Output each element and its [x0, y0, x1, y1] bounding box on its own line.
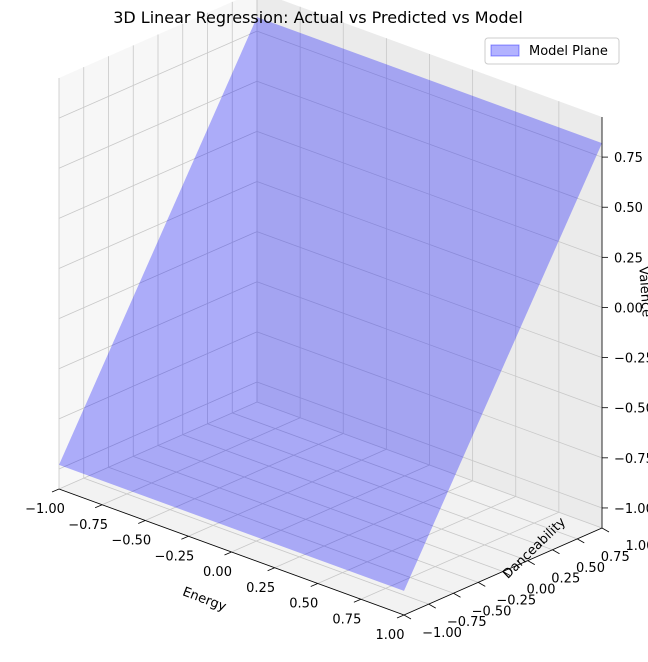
- y-axis: −1.00−0.75−0.50−0.250.000.250.500.751.00: [403, 527, 648, 641]
- y-tick: [552, 549, 560, 555]
- y-tick: [601, 527, 610, 533]
- x-tick-label: 0.25: [246, 581, 275, 596]
- gridline-z: [256, 130, 603, 258]
- legend-frame: [484, 37, 620, 65]
- gridline-z: [58, 281, 258, 370]
- gridline-y: [108, 466, 454, 594]
- model-plane-surface: [59, 17, 602, 591]
- y-tick-label: 0.00: [527, 583, 556, 598]
- gridline-y: [256, 401, 603, 529]
- z-tick-label: 0.75: [614, 151, 643, 166]
- y-tick-label: −1.00: [422, 626, 462, 641]
- x-tick-label: −0.25: [154, 549, 194, 564]
- x-tick-label: −0.50: [111, 534, 151, 549]
- x-axis: −1.00−0.75−0.50−0.25 0.00 0.25 0.50 0.75 1.00: [25, 488, 405, 643]
- x-tick-label: 0.75: [332, 612, 361, 627]
- y-tick: [478, 582, 486, 587]
- y-tick-label: −0.25: [496, 593, 536, 608]
- gridline-y: [83, 477, 429, 605]
- x-tick: [51, 488, 60, 493]
- x-tick-label: 1.00: [376, 628, 405, 643]
- x-axis-label: Energy: [180, 585, 228, 615]
- gridline-z: [256, 30, 603, 158]
- y-tick: [453, 592, 461, 598]
- gridline-z: [58, 381, 258, 470]
- legend-swatch: [490, 44, 520, 57]
- y-tick-label: 0.50: [576, 561, 605, 576]
- gridline-y: [182, 434, 528, 562]
- y-tick: [403, 614, 412, 620]
- gridline-z: [58, 80, 258, 169]
- gridline-y: [232, 412, 578, 540]
- x-tick-label: 0.50: [289, 597, 318, 612]
- x-tick: [181, 535, 189, 540]
- z-tick-label: −0.50: [614, 402, 648, 417]
- y-tick: [428, 603, 436, 609]
- x-tick: [267, 567, 275, 572]
- x-tick-label: 0.00: [203, 565, 232, 580]
- y-tick-label: −0.75: [447, 615, 487, 630]
- y-tick: [577, 538, 585, 544]
- x-tick: [224, 551, 232, 556]
- gridline-z: [256, 331, 603, 459]
- gridline-y: [157, 445, 504, 572]
- y-tick-label: 0.25: [551, 572, 580, 587]
- gridline-z: [256, 231, 603, 358]
- legend-label: Model Plane: [529, 44, 608, 59]
- legend: Model Plane: [484, 37, 620, 65]
- gridline-z: [256, 80, 603, 208]
- gridline-z: [58, 130, 258, 219]
- y-tick-label: 0.75: [601, 550, 630, 565]
- x-tick-label: −0.75: [68, 518, 108, 533]
- gridline-z: [256, 381, 603, 509]
- gridline-y: [133, 455, 479, 583]
- gridline-z: [58, 30, 258, 119]
- z-tick-label: 0.00: [614, 301, 643, 316]
- gridline-z: [256, 281, 603, 409]
- y-tick-label: −0.50: [472, 604, 512, 619]
- z-tick-label: −0.25: [614, 352, 648, 367]
- x-tick: [310, 583, 318, 587]
- x-tick: [396, 614, 405, 619]
- gridline-z: [58, 181, 258, 269]
- x-tick-label: −1.00: [25, 502, 65, 517]
- axes: −1.00−0.75−0.50−0.250.000.250.500.751.00…: [25, 117, 648, 643]
- chart-title: 3D Linear Regression: Actual vs Predicte…: [113, 8, 523, 27]
- x-tick: [138, 520, 146, 524]
- z-tick-label: −0.75: [614, 452, 648, 467]
- y-tick-label: 1.00: [626, 539, 648, 554]
- z-tick-label: 0.50: [614, 201, 643, 216]
- gridline-z: [256, 181, 603, 308]
- z-axis-label: Valence: [635, 266, 648, 318]
- gridline-z: [58, 331, 258, 420]
- z-tick-label: 0.25: [614, 251, 643, 266]
- gridline-y: [207, 423, 553, 551]
- gridline-z: [58, 231, 258, 319]
- x-tick: [353, 598, 362, 603]
- plot-marks: [59, 17, 602, 591]
- y-tick: [502, 571, 511, 576]
- x-tick: [94, 504, 103, 509]
- z-tick-label: −1.00: [614, 502, 648, 517]
- y-tick: [527, 560, 535, 565]
- z-axis: −1.00 −0.75 −0.50 −0.25 0.00 0.25 0.50 0.75: [601, 117, 648, 528]
